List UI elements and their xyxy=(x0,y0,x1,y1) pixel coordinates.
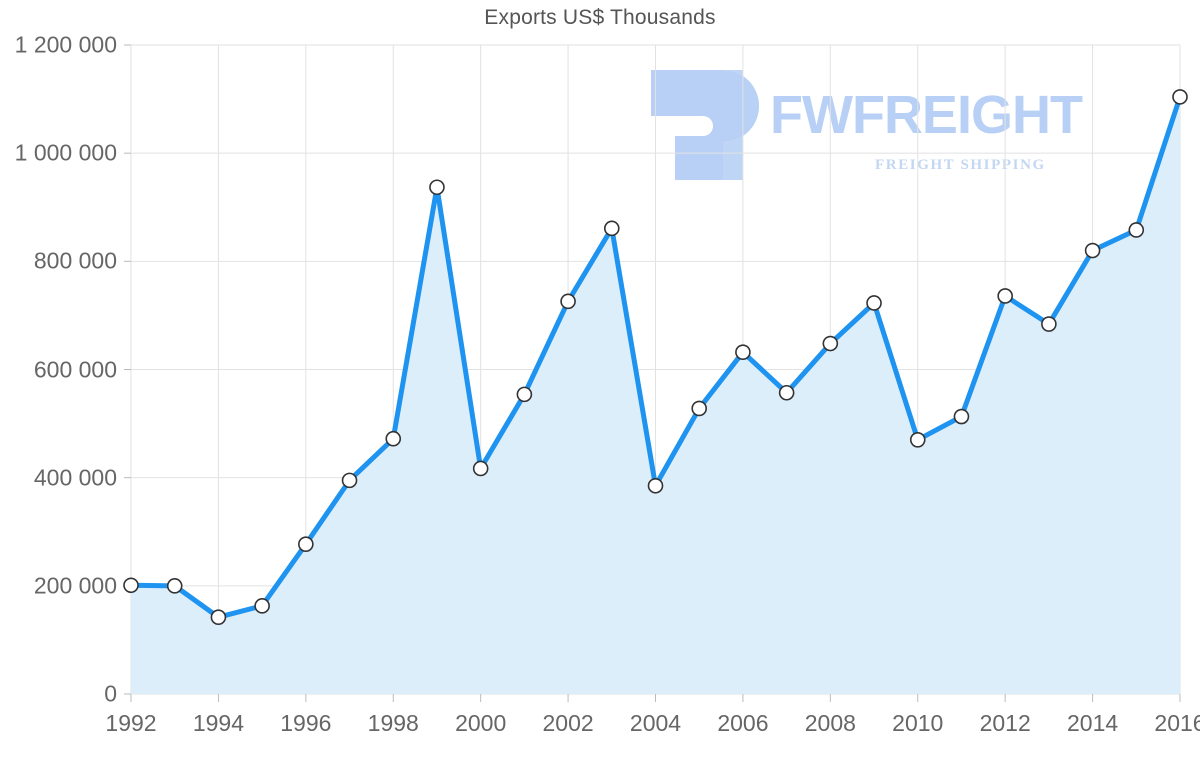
y-axis-label: 1 200 000 xyxy=(14,31,117,58)
data-point-marker[interactable] xyxy=(647,477,664,494)
x-axis-label: 2006 xyxy=(717,710,769,736)
data-point-marker[interactable] xyxy=(1128,222,1145,238)
data-point-marker[interactable] xyxy=(822,335,839,352)
y-axis-label: 1 000 000 xyxy=(14,139,117,166)
data-point-marker[interactable] xyxy=(691,400,708,417)
data-point-marker[interactable] xyxy=(1084,242,1101,259)
data-point-marker[interactable] xyxy=(997,288,1013,304)
data-point-marker[interactable] xyxy=(516,386,533,403)
x-axis-label: 2014 xyxy=(1066,710,1119,736)
x-axis-label: 1996 xyxy=(280,710,332,736)
area-fill xyxy=(131,96,1180,695)
data-point-marker[interactable] xyxy=(953,408,970,425)
data-markers xyxy=(123,89,1188,626)
x-axis-label: 1998 xyxy=(367,710,419,736)
x-axis-label: 1992 xyxy=(105,710,157,736)
x-axis-label: 2004 xyxy=(629,710,682,736)
data-point-marker[interactable] xyxy=(429,179,445,196)
data-point-marker[interactable] xyxy=(298,536,314,552)
data-point-marker[interactable] xyxy=(1041,316,1057,332)
y-axis-label: 0 xyxy=(104,680,117,707)
data-point-marker[interactable] xyxy=(1172,89,1188,105)
data-point-marker[interactable] xyxy=(603,220,620,237)
data-point-marker[interactable] xyxy=(166,578,183,594)
data-point-marker[interactable] xyxy=(385,430,402,447)
chart-title: Exports US$ Thousands xyxy=(484,6,716,29)
x-axis-label: 2016 xyxy=(1154,710,1200,736)
data-point-marker[interactable] xyxy=(123,577,139,594)
data-point-marker[interactable] xyxy=(341,472,358,489)
y-axis-label: 800 000 xyxy=(33,247,117,274)
x-axis-label: 1994 xyxy=(192,710,244,736)
x-axis-label: 2000 xyxy=(455,710,507,736)
data-point-marker[interactable] xyxy=(909,432,926,448)
x-axis-label: 2010 xyxy=(892,710,944,736)
y-axis-label: 200 000 xyxy=(33,572,117,599)
y-axis-label: 400 000 xyxy=(33,464,117,491)
x-axis-label: 2012 xyxy=(979,710,1031,736)
x-axis-label: 2002 xyxy=(542,710,594,736)
data-point-marker[interactable] xyxy=(560,293,576,310)
axis-ticks xyxy=(124,44,1181,702)
data-point-marker[interactable] xyxy=(254,598,270,614)
data-point-marker[interactable] xyxy=(866,295,882,311)
data-point-marker[interactable] xyxy=(778,384,795,401)
data-point-marker[interactable] xyxy=(472,460,489,477)
data-point-marker[interactable] xyxy=(210,609,227,626)
x-axis-label: 2008 xyxy=(804,710,856,736)
data-point-marker[interactable] xyxy=(735,344,751,360)
y-axis-label: 600 000 xyxy=(33,356,117,382)
